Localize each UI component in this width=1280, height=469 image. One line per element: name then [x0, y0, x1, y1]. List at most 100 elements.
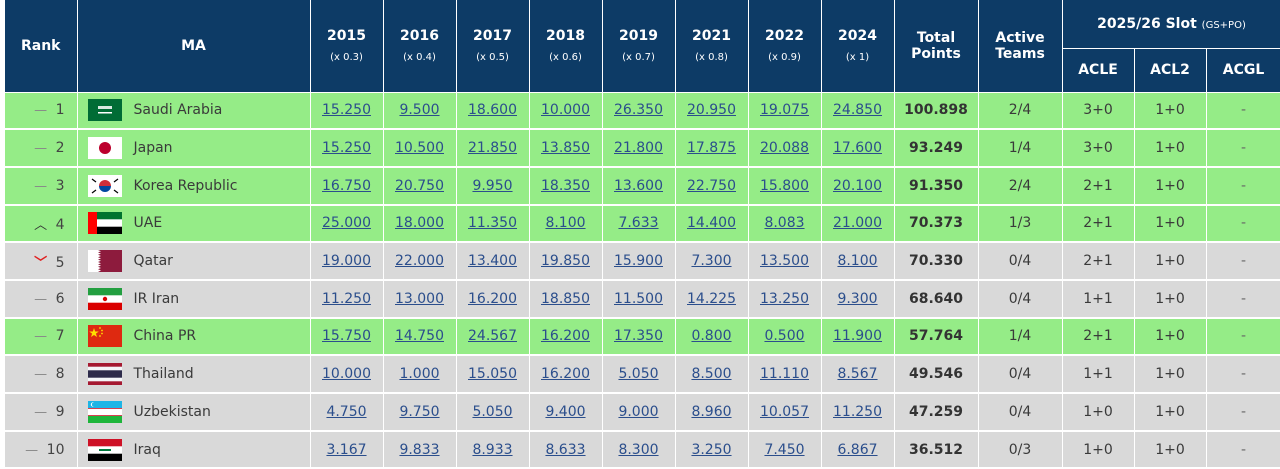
season-points-link[interactable]: 10.057 [760, 403, 809, 420]
season-points-link[interactable]: 20.750 [395, 177, 444, 194]
season-points-link[interactable]: 26.350 [614, 102, 663, 119]
ma-cell: Iraq [77, 430, 311, 469]
season-points-link[interactable]: 18.850 [541, 290, 590, 307]
rank-cell: —7 [5, 317, 78, 357]
season-points-link[interactable]: 9.000 [618, 403, 659, 420]
season-points-link[interactable]: 18.600 [468, 102, 517, 119]
season-points-link[interactable]: 8.567 [837, 366, 878, 383]
season-points-cell: 13.600 [602, 166, 676, 206]
season-points-link[interactable]: 11.110 [760, 366, 809, 383]
season-points-link[interactable]: 1.000 [399, 366, 440, 383]
season-points-link[interactable]: 13.000 [395, 290, 444, 307]
slot-header: 2025/26 Slot (GS+PO) [1062, 0, 1280, 49]
season-points-link[interactable]: 9.950 [472, 177, 513, 194]
season-points-link[interactable]: 9.300 [837, 290, 878, 307]
season-points-link[interactable]: 19.075 [760, 102, 809, 119]
table-row: —1 Saudi Arabia 15.250 9.500 18.600 10.000 26.… [5, 92, 1280, 131]
season-points-cell: 14.225 [675, 279, 749, 319]
active-teams-cell: 2/4 [978, 92, 1063, 131]
season-points-link[interactable]: 16.200 [541, 366, 590, 383]
year-header: 2024 (x 1) [821, 0, 895, 93]
season-points-link[interactable]: 9.400 [545, 403, 586, 420]
season-points-link[interactable]: 17.875 [687, 140, 736, 157]
rank-number: 2 [55, 140, 65, 157]
season-points-link[interactable]: 6.867 [837, 441, 878, 458]
season-points-link[interactable]: 0.800 [691, 328, 732, 345]
season-points-link[interactable]: 21.850 [468, 140, 517, 157]
season-points-link[interactable]: 22.750 [687, 177, 736, 194]
season-points-link[interactable]: 10.000 [322, 366, 371, 383]
season-points-link[interactable]: 19.850 [541, 253, 590, 270]
season-points-link[interactable]: 10.000 [541, 102, 590, 119]
season-points-link[interactable]: 25.000 [322, 215, 371, 232]
season-points-link[interactable]: 15.250 [322, 102, 371, 119]
season-points-link[interactable]: 16.750 [322, 177, 371, 194]
season-points-link[interactable]: 8.500 [691, 366, 732, 383]
season-points-link[interactable]: 16.200 [541, 328, 590, 345]
season-points-link[interactable]: 13.400 [468, 253, 517, 270]
season-points-link[interactable]: 20.100 [833, 177, 882, 194]
season-points-link[interactable]: 13.500 [760, 253, 809, 270]
season-points-link[interactable]: 11.350 [468, 215, 517, 232]
season-points-link[interactable]: 17.350 [614, 328, 663, 345]
season-points-cell: 18.600 [456, 92, 530, 131]
rank-change-icon: — [34, 329, 48, 345]
season-points-link[interactable]: 18.350 [541, 177, 590, 194]
season-points-link[interactable]: 13.250 [760, 290, 809, 307]
season-points-link[interactable]: 7.633 [618, 215, 659, 232]
rank-number: 8 [55, 366, 65, 383]
season-points-link[interactable]: 14.225 [687, 290, 736, 307]
season-points-link[interactable]: 15.750 [322, 328, 371, 345]
active-teams-cell: 2/4 [978, 166, 1063, 206]
acle-slot-cell: 1+1 [1062, 355, 1135, 394]
season-points-link[interactable]: 15.050 [468, 366, 517, 383]
season-points-link[interactable]: 5.050 [618, 366, 659, 383]
season-points-link[interactable]: 21.000 [833, 215, 882, 232]
season-points-cell: 10.000 [529, 92, 603, 131]
season-points-link[interactable]: 24.567 [468, 328, 517, 345]
season-points-link[interactable]: 9.500 [399, 102, 440, 119]
season-points-link[interactable]: 13.600 [614, 177, 663, 194]
season-points-link[interactable]: 20.088 [760, 140, 809, 157]
season-points-link[interactable]: 7.450 [764, 441, 805, 458]
season-points-link[interactable]: 14.400 [687, 215, 736, 232]
season-points-link[interactable]: 11.250 [833, 403, 882, 420]
season-points-link[interactable]: 9.750 [399, 403, 440, 420]
acle-slot-cell: 3+0 [1062, 129, 1135, 168]
season-points-link[interactable]: 22.000 [395, 253, 444, 270]
season-points-link[interactable]: 11.900 [833, 328, 882, 345]
season-points-link[interactable]: 18.000 [395, 215, 444, 232]
season-points-link[interactable]: 8.100 [837, 253, 878, 270]
season-points-link[interactable]: 15.900 [614, 253, 663, 270]
season-points-link[interactable]: 13.850 [541, 140, 590, 157]
season-points-link[interactable]: 8.100 [545, 215, 586, 232]
season-points-link[interactable]: 14.750 [395, 328, 444, 345]
season-points-link[interactable]: 9.833 [399, 441, 440, 458]
season-points-link[interactable]: 16.200 [468, 290, 517, 307]
season-points-link[interactable]: 15.800 [760, 177, 809, 194]
season-points-link[interactable]: 11.500 [614, 290, 663, 307]
season-points-cell: 16.750 [310, 166, 384, 206]
season-points-link[interactable]: 10.500 [395, 140, 444, 157]
season-points-link[interactable]: 8.083 [764, 215, 805, 232]
season-points-link[interactable]: 5.050 [472, 403, 513, 420]
season-points-link[interactable]: 24.850 [833, 102, 882, 119]
season-points-link[interactable]: 8.933 [472, 441, 513, 458]
season-points-link[interactable]: 20.950 [687, 102, 736, 119]
season-points-link[interactable]: 19.000 [322, 253, 371, 270]
season-points-link[interactable]: 8.633 [545, 441, 586, 458]
table-row: —2 Japan 15.250 10.500 21.850 13.850 21.800 17.… [5, 129, 1280, 168]
season-points-cell: 18.350 [529, 166, 603, 206]
season-points-link[interactable]: 21.800 [614, 140, 663, 157]
season-points-link[interactable]: 11.250 [322, 290, 371, 307]
season-points-link[interactable]: 0.500 [764, 328, 805, 345]
season-points-link[interactable]: 3.167 [326, 441, 367, 458]
season-points-link[interactable]: 15.250 [322, 140, 371, 157]
season-points-link[interactable]: 7.300 [691, 253, 732, 270]
season-points-link[interactable]: 17.600 [833, 140, 882, 157]
season-points-link[interactable]: 3.250 [691, 441, 732, 458]
season-points-link[interactable]: 8.300 [618, 441, 659, 458]
ma-name: UAE [133, 215, 163, 232]
season-points-link[interactable]: 8.960 [691, 403, 732, 420]
season-points-link[interactable]: 4.750 [326, 403, 367, 420]
